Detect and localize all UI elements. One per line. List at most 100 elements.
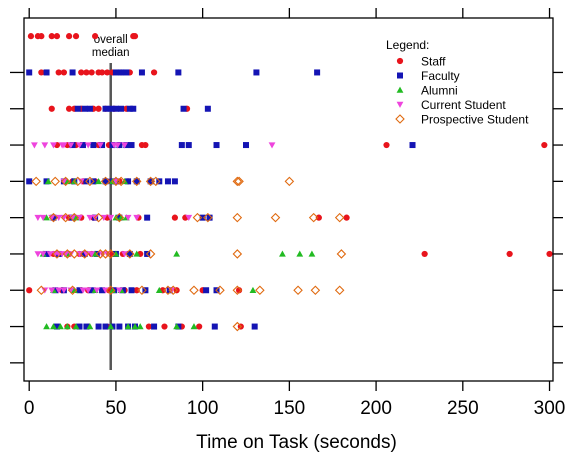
point-current-student (93, 287, 101, 294)
point-prospective-student (203, 212, 213, 223)
point-prospective-student (48, 212, 59, 223)
point-current-student (268, 142, 276, 149)
point-prospective-student (168, 285, 178, 296)
point-staff (27, 33, 35, 40)
point-current-student (60, 142, 68, 149)
point-prospective-student (284, 176, 295, 187)
point-faculty (126, 105, 133, 112)
point-faculty (178, 142, 185, 149)
point-staff (65, 105, 73, 112)
point-prospective-student (192, 212, 203, 223)
point-staff (78, 69, 85, 76)
point-prospective-student (60, 176, 71, 187)
legend-marker-staff (396, 57, 404, 65)
median-label-line2: median (92, 47, 130, 59)
point-current-student (48, 287, 56, 294)
point-prospective-student (334, 285, 345, 296)
point-faculty (123, 69, 130, 76)
point-alumni (95, 177, 102, 185)
legend-marker-current-student (396, 101, 404, 108)
legend-marker-alumni (396, 86, 404, 93)
point-staff (343, 214, 350, 221)
point-faculty (185, 142, 192, 149)
point-staff (541, 141, 548, 149)
point-prospective-student (151, 176, 161, 187)
point-faculty (243, 142, 250, 149)
point-current-student (121, 142, 128, 149)
point-prospective-student (105, 285, 116, 296)
x-tick-label: 300 (534, 398, 566, 419)
point-prospective-student (52, 249, 62, 259)
point-alumni (57, 323, 64, 330)
point-faculty (88, 287, 95, 294)
point-faculty (83, 323, 90, 330)
point-faculty (204, 105, 211, 112)
point-staff (546, 250, 553, 258)
point-staff (88, 69, 95, 76)
x-axis-title: Time on Task (seconds) (196, 432, 397, 453)
point-prospective-student (60, 212, 71, 223)
point-prospective-student (69, 249, 80, 259)
point-alumni (72, 323, 80, 330)
point-faculty (118, 105, 125, 112)
point-staff (150, 69, 158, 76)
point-staff (26, 287, 33, 294)
point-alumni (279, 250, 286, 257)
point-alumni (44, 177, 52, 185)
point-alumni (133, 250, 141, 257)
legend-label-prospective-student: Prospective Student (421, 113, 529, 127)
point-faculty (81, 105, 88, 112)
point-alumni (131, 323, 139, 330)
point-staff (145, 323, 152, 330)
point-alumni (107, 323, 115, 330)
point-prospective-student (270, 212, 281, 223)
point-prospective-student (215, 285, 225, 296)
point-faculty (175, 69, 182, 76)
point-staff (72, 33, 80, 40)
point-prospective-student (232, 249, 243, 259)
point-faculty (211, 323, 218, 330)
point-prospective-student (67, 285, 78, 296)
point-current-student (124, 214, 132, 222)
point-current-student (96, 142, 104, 149)
point-faculty (116, 323, 123, 330)
point-faculty (138, 69, 145, 76)
point-faculty (86, 105, 93, 112)
legend-marker-prospective-student (395, 114, 405, 124)
point-alumni (155, 286, 163, 293)
legend-title: Legend: (386, 38, 429, 52)
point-faculty (128, 287, 135, 294)
point-faculty (102, 323, 109, 330)
point-faculty (151, 323, 158, 330)
median-line-group: overall median (92, 34, 130, 370)
x-tick-label: 100 (187, 398, 219, 419)
point-prospective-student (145, 249, 156, 259)
point-staff (133, 287, 140, 294)
point-faculty (203, 287, 210, 294)
point-staff (171, 214, 178, 221)
point-alumni (308, 250, 316, 257)
point-current-student (115, 287, 123, 294)
point-alumni (124, 323, 132, 330)
point-prospective-student (105, 249, 116, 259)
point-faculty (126, 250, 133, 257)
x-tick-label: 50 (105, 398, 126, 419)
point-staff (48, 105, 55, 112)
x-tick-label: 250 (447, 398, 479, 419)
point-staff (161, 323, 168, 330)
point-staff (60, 69, 67, 76)
point-prospective-student (232, 321, 243, 332)
point-faculty (128, 142, 135, 149)
data-points (26, 33, 553, 332)
point-faculty (180, 105, 187, 112)
point-faculty (251, 323, 258, 330)
point-faculty (164, 178, 171, 185)
x-tick-label: 150 (274, 398, 306, 419)
point-faculty (125, 178, 132, 185)
point-prospective-student (125, 249, 135, 259)
plot-frame (23, 17, 554, 382)
point-faculty (171, 178, 178, 185)
point-current-student (88, 251, 96, 258)
point-current-student (84, 287, 92, 294)
point-faculty (76, 323, 83, 330)
